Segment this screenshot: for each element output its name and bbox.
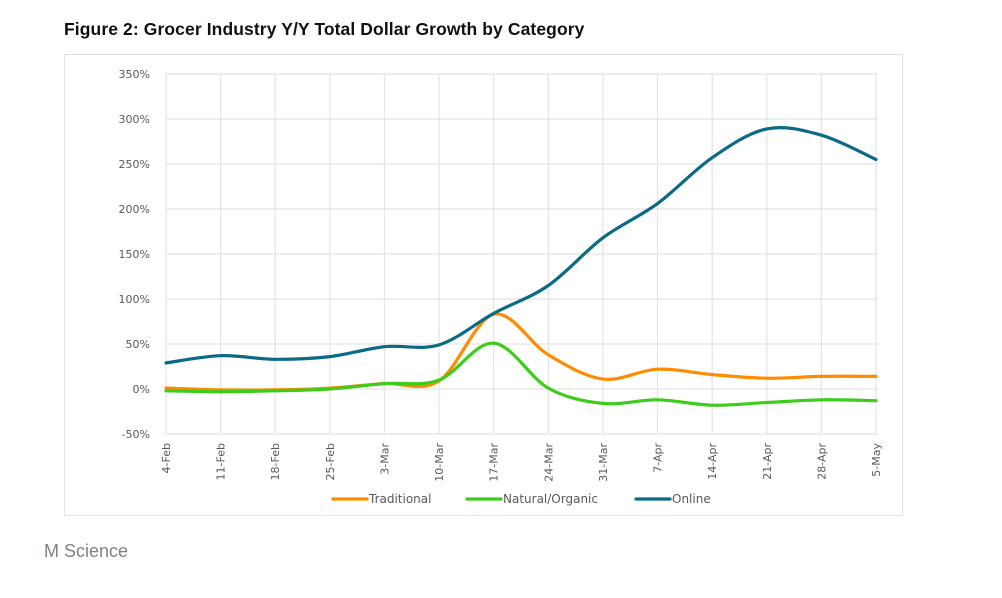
x-tick-label: 5-May (870, 443, 883, 477)
x-tick-label: 28-Apr (815, 443, 828, 480)
series-lines (164, 125, 878, 407)
x-tick-label: 18-Feb (269, 443, 282, 480)
figure-title: Figure 2: Grocer Industry Y/Y Total Doll… (64, 19, 585, 39)
series-line-natural-organic (164, 341, 878, 407)
x-tick-label: 21-Apr (761, 443, 774, 480)
legend-label: Online (672, 492, 711, 506)
y-axis-ticks: -50% 0% 50% 100% 150% 200% 250% 300% 350% (119, 68, 150, 441)
series-line-traditional (164, 312, 878, 392)
x-tick-label: 11-Feb (215, 443, 228, 480)
x-tick-label: 4-Feb (160, 443, 173, 473)
chart-frame (64, 54, 903, 516)
y-tick-label: 0% (133, 383, 150, 396)
y-tick-label: 300% (119, 113, 150, 126)
x-tick-label: 14-Apr (706, 443, 719, 480)
y-tick-label: 350% (119, 68, 150, 81)
y-tick-label: 250% (119, 158, 150, 171)
x-tick-label: 17-Mar (488, 443, 501, 482)
legend-item-traditional: Traditional (331, 492, 431, 506)
x-tick-label: 3-Mar (378, 443, 391, 475)
source-credit: M Science (44, 541, 129, 561)
y-tick-label: 150% (119, 248, 150, 261)
legend-label: Natural/Organic (503, 492, 598, 506)
series-line-online (164, 125, 878, 365)
legend-label: Traditional (368, 492, 431, 506)
x-tick-label: 25-Feb (324, 443, 337, 480)
legend-item-online: Online (634, 492, 711, 506)
y-tick-label: -50% (122, 428, 150, 441)
y-tick-label: 100% (119, 293, 150, 306)
x-axis-ticks: 4-Feb 11-Feb 18-Feb 25-Feb 3-Mar 10-Mar 17-Mar… (160, 443, 883, 482)
legend-item-natural-organic: Natural/Organic (465, 492, 598, 506)
y-tick-label: 200% (119, 203, 150, 216)
x-tick-label: 7-Apr (652, 443, 665, 473)
legend: Traditional Natural/Organic Online (331, 492, 711, 506)
x-tick-label: 24-Mar (542, 443, 555, 482)
x-tick-label: 10-Mar (433, 443, 446, 482)
y-tick-label: 50% (126, 338, 150, 351)
x-tick-label: 31-Mar (597, 443, 610, 482)
